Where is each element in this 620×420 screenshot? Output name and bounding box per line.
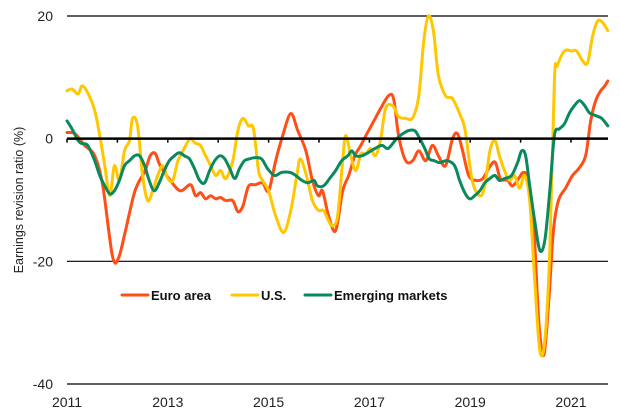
gridlines	[67, 15, 608, 385]
zero-line-group	[66, 137, 608, 143]
y-tick-label: -20	[33, 253, 53, 269]
legend: Euro area U.S. Emerging markets	[120, 288, 447, 303]
series-line-euro-area	[65, 79, 610, 358]
x-tick-label: 2017	[354, 394, 385, 410]
x-tick-label: 2021	[555, 394, 586, 410]
series-lines	[65, 14, 610, 358]
y-axis: 20 0 -20 -40	[33, 8, 53, 392]
x-tick-label: 2011	[52, 394, 82, 410]
series-line-u-s	[65, 14, 610, 358]
y-tick-label: -40	[33, 376, 53, 392]
x-tick-label: 2013	[152, 394, 183, 410]
y-axis-title: Earnings revision ratio (%)	[12, 127, 26, 274]
x-tick-label: 2019	[455, 394, 486, 410]
x-axis: 2011 2013 2015 2017 2019 2021	[52, 394, 587, 410]
y-tick-label: 20	[37, 8, 53, 24]
legend-label: Emerging markets	[334, 288, 447, 303]
x-tick-label: 2015	[253, 394, 284, 410]
legend-label: U.S.	[261, 288, 286, 303]
legend-label: Euro area	[151, 288, 212, 303]
y-tick-label: 0	[45, 131, 53, 147]
series-line-emerging-markets	[65, 99, 610, 254]
